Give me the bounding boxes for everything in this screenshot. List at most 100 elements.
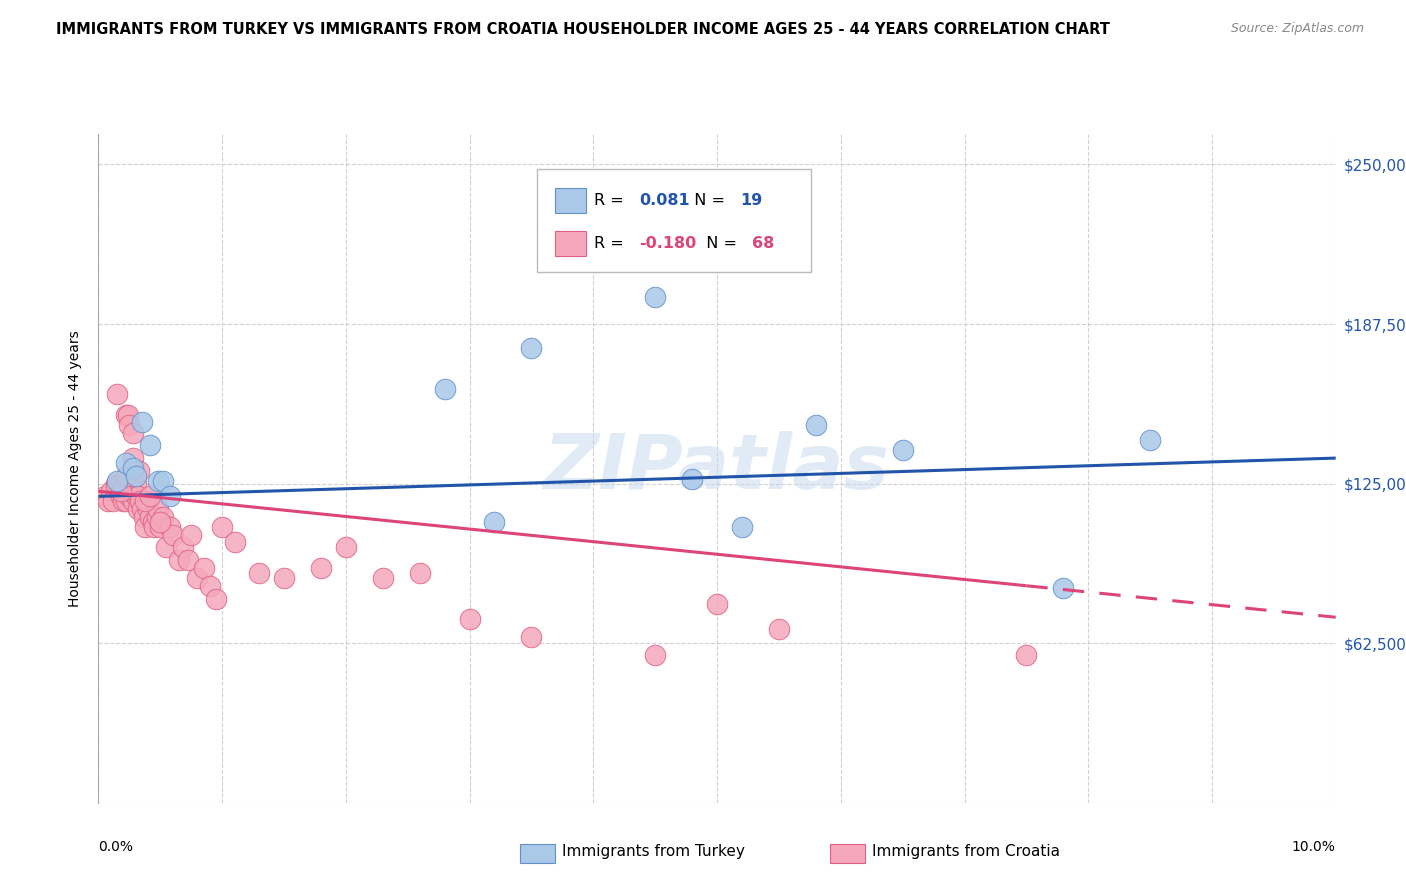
Point bbox=[118, 417, 141, 432]
Point bbox=[193, 561, 215, 575]
Point bbox=[122, 425, 145, 440]
Point bbox=[136, 494, 159, 508]
Point bbox=[124, 476, 146, 491]
Point bbox=[139, 438, 162, 452]
Point bbox=[100, 484, 122, 499]
Point bbox=[117, 408, 139, 422]
Point bbox=[143, 520, 166, 534]
Point bbox=[105, 387, 128, 401]
Point bbox=[247, 566, 270, 580]
Point bbox=[97, 494, 120, 508]
Point bbox=[159, 489, 181, 503]
Point bbox=[484, 515, 506, 529]
Point bbox=[1015, 648, 1038, 662]
Point bbox=[131, 502, 153, 516]
Point bbox=[103, 494, 125, 508]
Point bbox=[149, 520, 172, 534]
Point bbox=[145, 509, 167, 524]
Point bbox=[371, 571, 394, 585]
Point bbox=[167, 553, 190, 567]
Point bbox=[122, 461, 145, 475]
Point bbox=[122, 494, 145, 508]
Point bbox=[110, 484, 132, 499]
Point bbox=[104, 476, 127, 491]
Point bbox=[146, 474, 169, 488]
Point bbox=[131, 415, 153, 429]
Point bbox=[105, 474, 128, 488]
Point bbox=[112, 494, 135, 508]
Point bbox=[731, 520, 754, 534]
Point bbox=[134, 520, 156, 534]
Point bbox=[335, 541, 357, 555]
Text: R =: R = bbox=[595, 235, 630, 251]
Point bbox=[112, 489, 135, 503]
Point bbox=[768, 622, 790, 636]
Point bbox=[891, 443, 914, 458]
Point bbox=[644, 648, 666, 662]
Text: IMMIGRANTS FROM TURKEY VS IMMIGRANTS FROM CROATIA HOUSEHOLDER INCOME AGES 25 - 4: IMMIGRANTS FROM TURKEY VS IMMIGRANTS FRO… bbox=[56, 22, 1111, 37]
Point bbox=[93, 489, 115, 503]
Y-axis label: Householder Income Ages 25 - 44 years: Householder Income Ages 25 - 44 years bbox=[69, 330, 83, 607]
Point bbox=[211, 520, 233, 534]
Point bbox=[124, 489, 146, 503]
Point bbox=[155, 541, 177, 555]
Point bbox=[114, 494, 136, 508]
Point bbox=[804, 417, 827, 432]
Point bbox=[124, 469, 146, 483]
Text: Source: ZipAtlas.com: Source: ZipAtlas.com bbox=[1230, 22, 1364, 36]
Text: 0.081: 0.081 bbox=[640, 193, 690, 208]
Point bbox=[139, 509, 162, 524]
Point bbox=[409, 566, 432, 580]
Point bbox=[152, 509, 174, 524]
Point bbox=[122, 451, 145, 466]
Point bbox=[520, 341, 543, 355]
Point bbox=[127, 489, 149, 503]
Point bbox=[128, 464, 150, 478]
Point bbox=[186, 571, 208, 585]
Point bbox=[162, 527, 184, 541]
Point bbox=[1139, 434, 1161, 448]
Point bbox=[104, 479, 127, 493]
Point bbox=[159, 520, 181, 534]
Text: 10.0%: 10.0% bbox=[1292, 839, 1336, 854]
Text: ZIPatlas: ZIPatlas bbox=[544, 432, 890, 505]
Point bbox=[146, 502, 169, 516]
Text: 19: 19 bbox=[741, 193, 763, 208]
Point bbox=[136, 502, 159, 516]
Point bbox=[458, 612, 481, 626]
Text: N =: N = bbox=[685, 193, 731, 208]
Point bbox=[139, 489, 162, 503]
Point bbox=[309, 561, 332, 575]
Point bbox=[644, 290, 666, 304]
Text: 68: 68 bbox=[752, 235, 775, 251]
Point bbox=[273, 571, 295, 585]
Point bbox=[114, 469, 136, 483]
Point bbox=[433, 382, 456, 396]
Point bbox=[198, 579, 221, 593]
Point bbox=[205, 591, 228, 606]
Point bbox=[520, 630, 543, 644]
Point bbox=[706, 597, 728, 611]
Point bbox=[172, 541, 194, 555]
Point bbox=[681, 471, 703, 485]
Text: -0.180: -0.180 bbox=[640, 235, 697, 251]
Point bbox=[118, 489, 141, 503]
Point bbox=[180, 527, 202, 541]
Point bbox=[129, 494, 152, 508]
Text: N =: N = bbox=[696, 235, 742, 251]
Point bbox=[108, 482, 131, 496]
Point bbox=[224, 535, 246, 549]
Point bbox=[152, 474, 174, 488]
Point bbox=[142, 515, 165, 529]
Text: Immigrants from Turkey: Immigrants from Turkey bbox=[562, 845, 745, 859]
Point bbox=[114, 456, 136, 470]
Point bbox=[127, 502, 149, 516]
Text: R =: R = bbox=[595, 193, 630, 208]
Point bbox=[114, 408, 136, 422]
Point bbox=[110, 489, 132, 503]
Text: Immigrants from Croatia: Immigrants from Croatia bbox=[872, 845, 1060, 859]
Point bbox=[134, 494, 156, 508]
Point bbox=[121, 489, 143, 503]
Point bbox=[1052, 582, 1074, 596]
Point bbox=[176, 553, 198, 567]
